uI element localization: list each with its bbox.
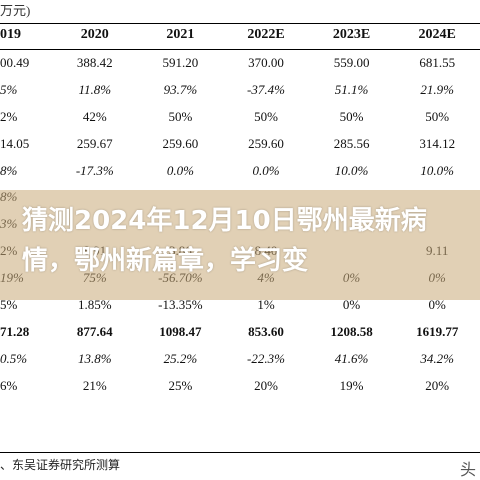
table-cell: 20%	[425, 377, 450, 393]
table-cell: 50%	[254, 108, 278, 124]
table-cell: 25.2%	[163, 350, 198, 366]
table-cell: 259.67	[76, 135, 113, 151]
table-cell: 14.05	[0, 135, 30, 151]
header-cell: 2020	[80, 27, 109, 42]
table-header-row: 019 2020 2021 2022E 2023E 2024E	[0, 22, 480, 50]
table-cell: 0%	[342, 297, 361, 313]
table-cell: 259.60	[248, 135, 284, 151]
table-cell: 314.12	[419, 135, 456, 151]
table-row: 00.49 388.42 591.20 370.00 559.00 681.55	[0, 49, 480, 76]
table-cell: 259.60	[162, 135, 199, 151]
table-cell: -13.35%	[158, 297, 203, 313]
table-cell: 93.7%	[163, 81, 198, 97]
header-cell: 019	[0, 27, 21, 42]
table-cell: -37.4%	[247, 81, 285, 97]
headline-text: 猜测2024年12月10日鄂州最新病情，鄂州新篇章，学习变	[22, 206, 427, 276]
table-cell: 42%	[82, 108, 107, 124]
watermark: 头	[459, 460, 476, 479]
header-cell: 2021	[166, 27, 195, 42]
table-row: 5% 1.85% -13.35% 1% 0% 0%	[0, 292, 480, 319]
table-cell: 13.8%	[78, 350, 112, 366]
source-note: 、东吴证券研究所测算	[0, 458, 121, 472]
header-cell: 2023E	[332, 27, 371, 42]
header-cell: 2022E	[247, 27, 285, 42]
table-cell: 50%	[425, 108, 450, 124]
headline-banner	[0, 190, 480, 300]
table-cell: 11.8%	[78, 81, 112, 97]
table-cell: 5%	[0, 81, 18, 97]
table-cell: 1619.77	[416, 323, 459, 339]
table-cell: 853.60	[248, 323, 284, 339]
table-cell: 1208.58	[330, 323, 373, 339]
table-cell: 50%	[339, 108, 364, 124]
table-cell: 51.1%	[334, 81, 369, 97]
table-top-rule	[0, 23, 480, 24]
table-cell: 370.00	[248, 54, 284, 70]
table-cell: 591.20	[162, 54, 199, 70]
table-cell: 0.5%	[0, 350, 28, 366]
table-cell: -22.3%	[247, 350, 285, 366]
table-row: 5% 11.8% 93.7% -37.4% 51.1% 21.9%	[0, 77, 480, 104]
table-cell: 50%	[168, 108, 193, 124]
table-cell: 25%	[168, 377, 193, 393]
table-cell: 10.0%	[420, 162, 454, 178]
table-cell: 34.2%	[420, 350, 454, 366]
table-cell: 20%	[254, 377, 278, 393]
table-cell: 559.00	[333, 54, 370, 70]
table-cell: 681.55	[419, 54, 456, 70]
table-cell: 0.0%	[166, 162, 194, 178]
table-cell: 10.0%	[334, 162, 369, 178]
table-cell: 6%	[0, 377, 18, 393]
table-cell: 41.6%	[334, 350, 369, 366]
table-row: 6% 21% 25% 20% 19% 20%	[0, 373, 480, 400]
table-cell: 877.64	[76, 323, 113, 339]
header-cell: 2024E	[418, 27, 456, 42]
table-bottom-rule	[0, 452, 480, 453]
table-cell: 0%	[428, 297, 446, 313]
table-cell: 8%	[0, 162, 18, 178]
table-cell: 19%	[339, 377, 364, 393]
table-cell: 00.49	[0, 54, 30, 70]
table-cell: -17.3%	[75, 162, 114, 178]
table-row: 0.5% 13.8% 25.2% -22.3% 41.6% 34.2%	[0, 346, 480, 373]
table-cell: 388.42	[76, 54, 113, 70]
table-cell: 71.28	[0, 323, 30, 339]
table-cell: 21.9%	[420, 81, 454, 97]
table-cell: 0.0%	[252, 162, 280, 178]
table-cell: 21%	[82, 377, 107, 393]
table-cell: 1.85%	[78, 297, 112, 313]
table-cell: 5%	[0, 297, 18, 313]
table-row: 8% -17.3% 0.0% 0.0% 10.0% 10.0%	[0, 158, 480, 185]
table-row: 14.05 259.67 259.60 259.60 285.56 314.12	[0, 131, 480, 158]
table-row: 71.28 877.64 1098.47 853.60 1208.58 1619.77	[0, 319, 480, 346]
table-row: 2% 42% 50% 50% 50% 50%	[0, 104, 480, 131]
table-cell: 1%	[257, 297, 275, 313]
unit-label: 万元)	[0, 3, 31, 18]
table-cell: 1098.47	[159, 323, 202, 339]
table-cell: 285.56	[333, 135, 370, 151]
table-cell: 2%	[0, 108, 18, 124]
